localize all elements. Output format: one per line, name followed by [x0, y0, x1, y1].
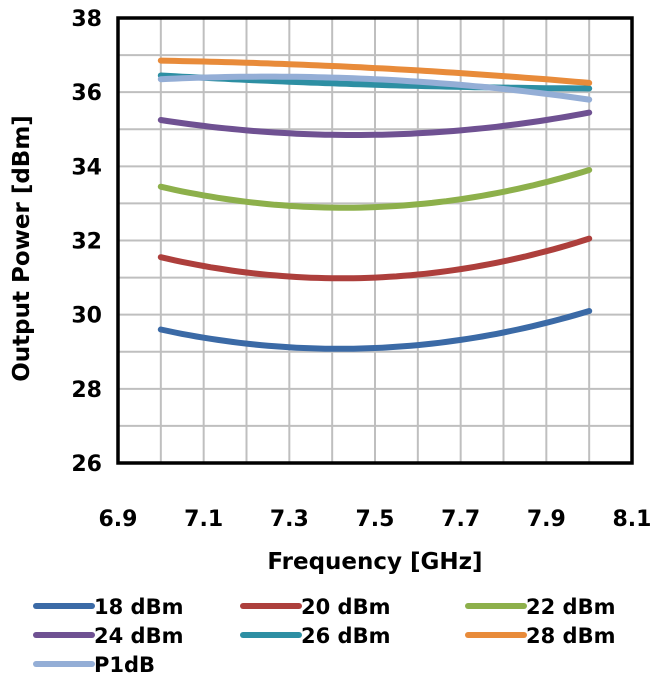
series-line-7 [157, 73, 593, 103]
y-tick-label: 26 [71, 452, 102, 477]
y-tick-label: 34 [71, 155, 102, 180]
y-tick-label: 36 [71, 81, 102, 106]
x-tick-label: 6.9 [99, 507, 138, 532]
plot-area [116, 16, 634, 465]
x-tick-label: 7.7 [441, 507, 480, 532]
y-axis-ticks: 26 28 30 32 34 36 38 [71, 7, 102, 477]
legend-label: P1dB [94, 653, 155, 677]
x-tick-label: 7.1 [184, 507, 223, 532]
x-tick-label: 7.9 [527, 507, 566, 532]
y-axis-title: Output Power [dBm] [9, 115, 35, 382]
series-line-1 [157, 308, 593, 352]
legend: 18 dBm 20 dBm 22 dBm 24 dBm 26 dBm 28 dBm P1dB [33, 595, 615, 677]
x-tick-label: 7.3 [270, 507, 309, 532]
x-tick-label: 7.5 [356, 507, 395, 532]
series-line-3 [157, 167, 593, 211]
series-line-4 [157, 109, 593, 138]
legend-label: 20 dBm [301, 595, 390, 619]
y-tick-label: 28 [71, 378, 102, 403]
legend-label: 24 dBm [94, 624, 183, 648]
legend-label: 22 dBm [526, 595, 615, 619]
y-tick-label: 30 [71, 304, 102, 329]
x-axis-title: Frequency [GHz] [267, 549, 482, 575]
x-axis-ticks: 6.9 7.1 7.3 7.5 7.7 7.9 8.1 [99, 507, 652, 532]
series-lines [157, 57, 593, 352]
legend-label: 18 dBm [94, 595, 183, 619]
x-tick-label: 8.1 [613, 507, 652, 532]
legend-label: 28 dBm [526, 624, 615, 648]
y-tick-label: 32 [71, 230, 102, 255]
series-line-2 [157, 235, 593, 282]
legend-label: 26 dBm [301, 624, 390, 648]
y-tick-label: 38 [71, 7, 102, 32]
series-line-6 [157, 57, 593, 86]
